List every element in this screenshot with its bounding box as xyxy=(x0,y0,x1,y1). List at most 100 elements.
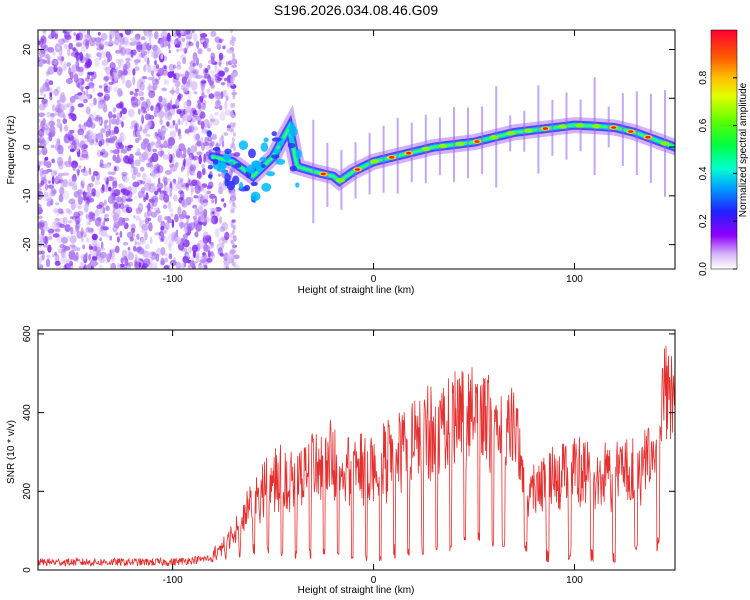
noise-blob xyxy=(103,83,108,89)
noise-blob xyxy=(148,262,153,269)
noise-blob xyxy=(54,251,58,257)
noise-blob xyxy=(107,171,113,176)
noise-blob xyxy=(64,224,72,233)
noise-blob xyxy=(201,183,208,188)
noise-blob xyxy=(84,234,87,239)
noise-blob xyxy=(180,153,184,159)
ridge-peak xyxy=(558,124,567,129)
noise-blob xyxy=(42,183,48,193)
snr-xlabel: Height of straight line (km) xyxy=(298,585,415,596)
noise-blob xyxy=(172,158,175,166)
noise-blob xyxy=(48,80,54,86)
noise-blob xyxy=(219,137,222,147)
noise-blob xyxy=(233,36,237,42)
noise-blob xyxy=(95,39,101,47)
noise-blob xyxy=(86,183,92,193)
noise-blob xyxy=(209,216,215,224)
noise-blob xyxy=(160,226,165,231)
noise-blob xyxy=(157,177,161,184)
noise-blob xyxy=(88,253,91,261)
noise-blob xyxy=(178,221,185,228)
noise-blob xyxy=(120,257,124,264)
noise-blob xyxy=(160,231,165,237)
noise-blob xyxy=(168,253,173,260)
noise-blob xyxy=(171,153,175,159)
noise-blob xyxy=(232,122,236,127)
noise-blob xyxy=(86,119,93,128)
noise-blob xyxy=(193,32,198,42)
noise-blob xyxy=(196,170,202,179)
noise-blob xyxy=(183,32,187,39)
noise-blob xyxy=(221,221,228,231)
ridge-peak-max xyxy=(320,172,326,176)
noise-blob xyxy=(40,250,46,255)
noise-blob xyxy=(186,99,192,107)
noise-blob xyxy=(90,260,98,268)
noise-blob xyxy=(137,179,143,185)
noise-blob xyxy=(68,155,72,165)
transition-blob xyxy=(287,142,296,149)
x-tick-label: -100 xyxy=(163,575,183,586)
noise-blob xyxy=(195,133,201,141)
noise-blob xyxy=(137,190,145,198)
ridge-peak-max xyxy=(474,140,480,143)
y-tick-label: -10 xyxy=(22,188,33,203)
noise-blob xyxy=(182,256,189,264)
noise-blob xyxy=(38,40,41,45)
noise-blob xyxy=(107,85,113,91)
snr-ylabel: SNR (10 * v/v) xyxy=(6,420,17,484)
ridge-peak-max xyxy=(406,151,412,155)
ridge-peak xyxy=(489,135,499,140)
noise-blob xyxy=(112,149,120,155)
noise-blob xyxy=(210,250,214,257)
noise-blob xyxy=(63,124,69,132)
noise-blob xyxy=(71,64,77,74)
noise-blob xyxy=(198,154,202,165)
noise-blob xyxy=(57,46,61,50)
noise-blob xyxy=(71,245,78,252)
noise-blob xyxy=(136,130,140,137)
noise-blob xyxy=(203,118,210,128)
noise-blob xyxy=(54,33,58,39)
noise-blob xyxy=(214,73,221,78)
noise-blob xyxy=(58,38,65,45)
noise-blob xyxy=(141,114,145,124)
noise-blob xyxy=(83,192,89,196)
noise-blob xyxy=(189,164,196,172)
noise-blob xyxy=(70,201,76,211)
noise-blob xyxy=(164,103,169,112)
noise-blob xyxy=(39,86,44,96)
noise-blob xyxy=(135,215,140,221)
noise-blob xyxy=(41,98,48,105)
noise-blob xyxy=(81,55,89,63)
noise-blob xyxy=(144,217,149,225)
noise-blob xyxy=(99,251,107,259)
noise-blob xyxy=(80,168,85,173)
noise-blob xyxy=(90,228,94,233)
noise-blob xyxy=(107,58,111,63)
noise-blob xyxy=(134,159,141,167)
noise-blob xyxy=(48,120,55,127)
ridge-peak-max xyxy=(354,168,361,171)
noise-blob xyxy=(40,35,47,44)
transition-blob xyxy=(248,148,256,159)
noise-blob xyxy=(120,47,127,56)
noise-blob xyxy=(210,59,216,64)
noise-blob xyxy=(85,40,89,50)
noise-blob xyxy=(151,262,158,269)
noise-blob xyxy=(167,151,171,161)
noise-blob xyxy=(211,133,217,140)
noise-blob xyxy=(196,57,200,66)
noise-blob xyxy=(232,242,236,251)
noise-blob xyxy=(191,116,197,123)
noise-blob xyxy=(82,244,86,250)
noise-blob xyxy=(210,30,217,37)
noise-blob xyxy=(217,247,223,256)
noise-blob xyxy=(67,220,73,224)
noise-blob xyxy=(38,49,46,58)
noise-blob xyxy=(46,111,51,118)
noise-blob xyxy=(133,245,137,252)
y-tick-label: 20 xyxy=(22,44,33,56)
noise-blob xyxy=(231,249,235,255)
noise-blob xyxy=(214,215,218,224)
